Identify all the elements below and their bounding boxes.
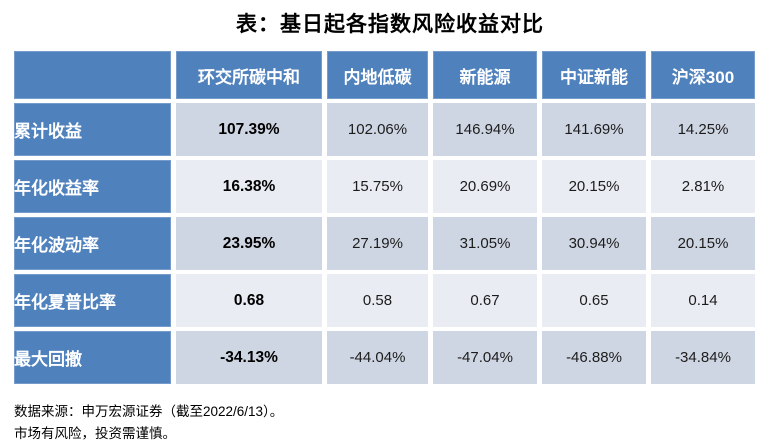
source-note: 数据来源：申万宏源证券（截至2022/6/13）。 — [14, 404, 284, 419]
table-row-annualized-volatility: 年化波动率 23.95% 27.19% 31.05% 30.94% 20.15% — [14, 217, 755, 270]
data-cell: 0.68 — [176, 274, 322, 327]
table-row-max-drawdown: 最大回撤 -34.13% -44.04% -47.04% -46.88% -34… — [14, 331, 755, 384]
risk-return-table: 环交所碳中和 内地低碳 新能源 中证新能 沪深300 累计收益 107.39% … — [9, 47, 760, 388]
data-cell: 0.67 — [433, 274, 537, 327]
table-row-cumulative-return: 累计收益 107.39% 102.06% 146.94% 141.69% 14.… — [14, 103, 755, 156]
data-cell: 141.69% — [542, 103, 646, 156]
data-cell: 27.19% — [327, 217, 428, 270]
data-cell: 2.81% — [651, 160, 755, 213]
column-header-hjtzh: 环交所碳中和 — [176, 51, 322, 99]
data-cell: 0.14 — [651, 274, 755, 327]
header-row: 环交所碳中和 内地低碳 新能源 中证新能 沪深300 — [14, 51, 755, 99]
data-cell: 20.15% — [542, 160, 646, 213]
data-cell: 23.95% — [176, 217, 322, 270]
data-cell: 102.06% — [327, 103, 428, 156]
data-cell: 20.15% — [651, 217, 755, 270]
data-cell: 146.94% — [433, 103, 537, 156]
data-cell: 31.05% — [433, 217, 537, 270]
column-header-hs300: 沪深300 — [651, 51, 755, 99]
row-header: 年化收益率 — [14, 160, 171, 213]
data-cell: 16.38% — [176, 160, 322, 213]
data-cell: 14.25% — [651, 103, 755, 156]
disclaimer-note: 市场有风险，投资需谨慎。 — [14, 426, 176, 441]
column-header-zzxn: 中证新能 — [542, 51, 646, 99]
data-cell: 0.65 — [542, 274, 646, 327]
data-cell: -34.84% — [651, 331, 755, 384]
data-cell: -34.13% — [176, 331, 322, 384]
table-row-sharpe-ratio: 年化夏普比率 0.68 0.58 0.67 0.65 0.14 — [14, 274, 755, 327]
data-cell: 107.39% — [176, 103, 322, 156]
data-cell: -46.88% — [542, 331, 646, 384]
footer: 数据来源：申万宏源证券（截至2022/6/13）。 市场有风险，投资需谨慎。 — [14, 401, 780, 443]
data-cell: 30.94% — [542, 217, 646, 270]
row-header: 年化夏普比率 — [14, 274, 171, 327]
data-cell: 20.69% — [433, 160, 537, 213]
corner-cell — [14, 51, 171, 99]
data-cell: 15.75% — [327, 160, 428, 213]
column-header-ndditan: 内地低碳 — [327, 51, 428, 99]
table-title: 表：基日起各指数风险收益对比 — [236, 13, 544, 36]
row-header: 年化波动率 — [14, 217, 171, 270]
data-cell: 0.58 — [327, 274, 428, 327]
data-cell: -44.04% — [327, 331, 428, 384]
data-cell: -47.04% — [433, 331, 537, 384]
row-header: 累计收益 — [14, 103, 171, 156]
column-header-xinnengyuan: 新能源 — [433, 51, 537, 99]
row-header: 最大回撤 — [14, 331, 171, 384]
table-row-annualized-return: 年化收益率 16.38% 15.75% 20.69% 20.15% 2.81% — [14, 160, 755, 213]
